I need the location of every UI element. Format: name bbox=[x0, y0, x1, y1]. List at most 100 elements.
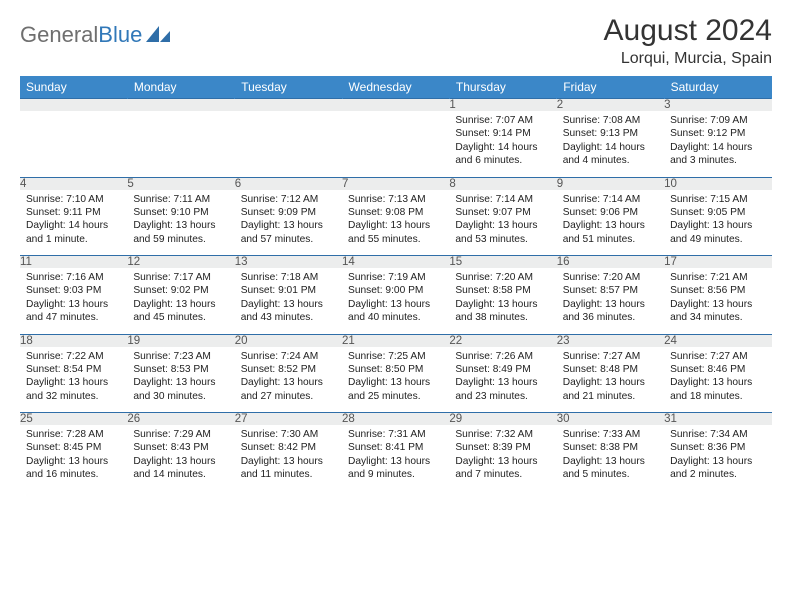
day-cell bbox=[342, 111, 449, 177]
day-detail-line: Sunrise: 7:16 AM bbox=[26, 271, 121, 284]
day-number-cell: 4 bbox=[20, 177, 127, 190]
day-detail-line: Sunset: 9:09 PM bbox=[241, 206, 336, 219]
day-cell: Sunrise: 7:29 AMSunset: 8:43 PMDaylight:… bbox=[127, 425, 234, 491]
day-number-cell: 24 bbox=[664, 334, 771, 347]
weekday-header: Wednesday bbox=[342, 76, 449, 99]
day-detail-line: Sunset: 9:07 PM bbox=[455, 206, 550, 219]
day-number: 11 bbox=[20, 256, 32, 268]
day-details: Sunrise: 7:31 AMSunset: 8:41 PMDaylight:… bbox=[342, 425, 449, 486]
day-detail-line: Daylight: 13 hours bbox=[241, 455, 336, 468]
day-detail-line: Sunrise: 7:26 AM bbox=[455, 350, 550, 363]
day-number-cell: 3 bbox=[664, 99, 771, 112]
day-number: 4 bbox=[20, 178, 26, 190]
empty-cell bbox=[342, 111, 449, 177]
day-number-cell: 28 bbox=[342, 413, 449, 426]
day-number-cell: 16 bbox=[557, 256, 664, 269]
day-details: Sunrise: 7:26 AMSunset: 8:49 PMDaylight:… bbox=[449, 347, 556, 408]
empty-cell bbox=[235, 111, 342, 177]
day-cell: Sunrise: 7:26 AMSunset: 8:49 PMDaylight:… bbox=[449, 347, 556, 413]
day-number: 10 bbox=[664, 178, 677, 190]
day-number-cell: 22 bbox=[449, 334, 556, 347]
day-details: Sunrise: 7:16 AMSunset: 9:03 PMDaylight:… bbox=[20, 268, 127, 329]
day-detail-line: and 25 minutes. bbox=[348, 390, 443, 403]
day-detail-line: Daylight: 13 hours bbox=[26, 376, 121, 389]
day-number-cell: 30 bbox=[557, 413, 664, 426]
day-number-cell: 10 bbox=[664, 177, 771, 190]
day-number-cell: 1 bbox=[449, 99, 556, 112]
day-detail-line: Sunset: 8:38 PM bbox=[563, 441, 658, 454]
day-cell: Sunrise: 7:34 AMSunset: 8:36 PMDaylight:… bbox=[664, 425, 771, 491]
day-detail-line: and 7 minutes. bbox=[455, 468, 550, 481]
day-detail-line: Sunrise: 7:23 AM bbox=[133, 350, 228, 363]
day-details: Sunrise: 7:27 AMSunset: 8:48 PMDaylight:… bbox=[557, 347, 664, 408]
day-detail-line: Sunrise: 7:12 AM bbox=[241, 193, 336, 206]
day-detail-line: Sunset: 9:10 PM bbox=[133, 206, 228, 219]
weekday-header-row: Sunday Monday Tuesday Wednesday Thursday… bbox=[20, 76, 772, 99]
day-detail-line: Sunset: 9:06 PM bbox=[563, 206, 658, 219]
day-number-cell: 5 bbox=[127, 177, 234, 190]
day-detail-line: Sunset: 9:08 PM bbox=[348, 206, 443, 219]
day-cell: Sunrise: 7:09 AMSunset: 9:12 PMDaylight:… bbox=[664, 111, 771, 177]
day-number-cell: 14 bbox=[342, 256, 449, 269]
day-detail-line: Sunrise: 7:09 AM bbox=[670, 114, 765, 127]
day-detail-line: Daylight: 13 hours bbox=[670, 376, 765, 389]
day-details: Sunrise: 7:09 AMSunset: 9:12 PMDaylight:… bbox=[664, 111, 771, 172]
day-detail-line: and 21 minutes. bbox=[563, 390, 658, 403]
day-number-cell: 31 bbox=[664, 413, 771, 426]
day-cell: Sunrise: 7:13 AMSunset: 9:08 PMDaylight:… bbox=[342, 190, 449, 256]
day-detail-line: Daylight: 13 hours bbox=[241, 298, 336, 311]
day-number-cell: 17 bbox=[664, 256, 771, 269]
day-detail-line: Daylight: 13 hours bbox=[26, 455, 121, 468]
day-cell: Sunrise: 7:14 AMSunset: 9:07 PMDaylight:… bbox=[449, 190, 556, 256]
day-detail-line: Sunrise: 7:34 AM bbox=[670, 428, 765, 441]
day-cell: Sunrise: 7:10 AMSunset: 9:11 PMDaylight:… bbox=[20, 190, 127, 256]
day-details: Sunrise: 7:12 AMSunset: 9:09 PMDaylight:… bbox=[235, 190, 342, 251]
day-detail-line: and 51 minutes. bbox=[563, 233, 658, 246]
day-detail-line: Daylight: 13 hours bbox=[455, 376, 550, 389]
day-details: Sunrise: 7:21 AMSunset: 8:56 PMDaylight:… bbox=[664, 268, 771, 329]
day-detail-line: Sunset: 8:53 PM bbox=[133, 363, 228, 376]
day-details: Sunrise: 7:10 AMSunset: 9:11 PMDaylight:… bbox=[20, 190, 127, 251]
day-number-cell: 6 bbox=[235, 177, 342, 190]
day-number-row: 18192021222324 bbox=[20, 334, 772, 347]
day-cell: Sunrise: 7:15 AMSunset: 9:05 PMDaylight:… bbox=[664, 190, 771, 256]
day-body-row: Sunrise: 7:22 AMSunset: 8:54 PMDaylight:… bbox=[20, 347, 772, 413]
day-details: Sunrise: 7:34 AMSunset: 8:36 PMDaylight:… bbox=[664, 425, 771, 486]
day-number: 19 bbox=[127, 335, 140, 347]
day-detail-line: Sunset: 8:42 PM bbox=[241, 441, 336, 454]
day-number: 20 bbox=[235, 335, 248, 347]
day-detail-line: Sunset: 8:39 PM bbox=[455, 441, 550, 454]
day-cell: Sunrise: 7:27 AMSunset: 8:48 PMDaylight:… bbox=[557, 347, 664, 413]
day-detail-line: Daylight: 13 hours bbox=[241, 376, 336, 389]
day-detail-line: and 32 minutes. bbox=[26, 390, 121, 403]
day-detail-line: and 53 minutes. bbox=[455, 233, 550, 246]
day-detail-line: Sunrise: 7:20 AM bbox=[563, 271, 658, 284]
day-cell: Sunrise: 7:31 AMSunset: 8:41 PMDaylight:… bbox=[342, 425, 449, 491]
day-cell bbox=[127, 111, 234, 177]
day-detail-line: Sunrise: 7:24 AM bbox=[241, 350, 336, 363]
day-number-cell bbox=[127, 99, 234, 112]
day-number: 26 bbox=[127, 413, 140, 425]
day-number: 3 bbox=[664, 99, 670, 111]
day-cell: Sunrise: 7:19 AMSunset: 9:00 PMDaylight:… bbox=[342, 268, 449, 334]
day-number: 15 bbox=[449, 256, 462, 268]
day-details: Sunrise: 7:14 AMSunset: 9:06 PMDaylight:… bbox=[557, 190, 664, 251]
empty-cell bbox=[20, 111, 127, 177]
day-detail-line: and 5 minutes. bbox=[563, 468, 658, 481]
day-number: 29 bbox=[449, 413, 462, 425]
day-details: Sunrise: 7:23 AMSunset: 8:53 PMDaylight:… bbox=[127, 347, 234, 408]
day-detail-line: Daylight: 13 hours bbox=[348, 219, 443, 232]
day-details: Sunrise: 7:18 AMSunset: 9:01 PMDaylight:… bbox=[235, 268, 342, 329]
day-number-cell: 19 bbox=[127, 334, 234, 347]
day-cell: Sunrise: 7:25 AMSunset: 8:50 PMDaylight:… bbox=[342, 347, 449, 413]
day-details: Sunrise: 7:11 AMSunset: 9:10 PMDaylight:… bbox=[127, 190, 234, 251]
day-cell: Sunrise: 7:20 AMSunset: 8:57 PMDaylight:… bbox=[557, 268, 664, 334]
day-detail-line: and 16 minutes. bbox=[26, 468, 121, 481]
day-cell: Sunrise: 7:32 AMSunset: 8:39 PMDaylight:… bbox=[449, 425, 556, 491]
day-detail-line: Sunrise: 7:31 AM bbox=[348, 428, 443, 441]
day-detail-line: Sunset: 8:49 PM bbox=[455, 363, 550, 376]
day-number-cell: 25 bbox=[20, 413, 127, 426]
day-number-cell: 12 bbox=[127, 256, 234, 269]
day-details: Sunrise: 7:17 AMSunset: 9:02 PMDaylight:… bbox=[127, 268, 234, 329]
day-detail-line: Sunset: 9:05 PM bbox=[670, 206, 765, 219]
